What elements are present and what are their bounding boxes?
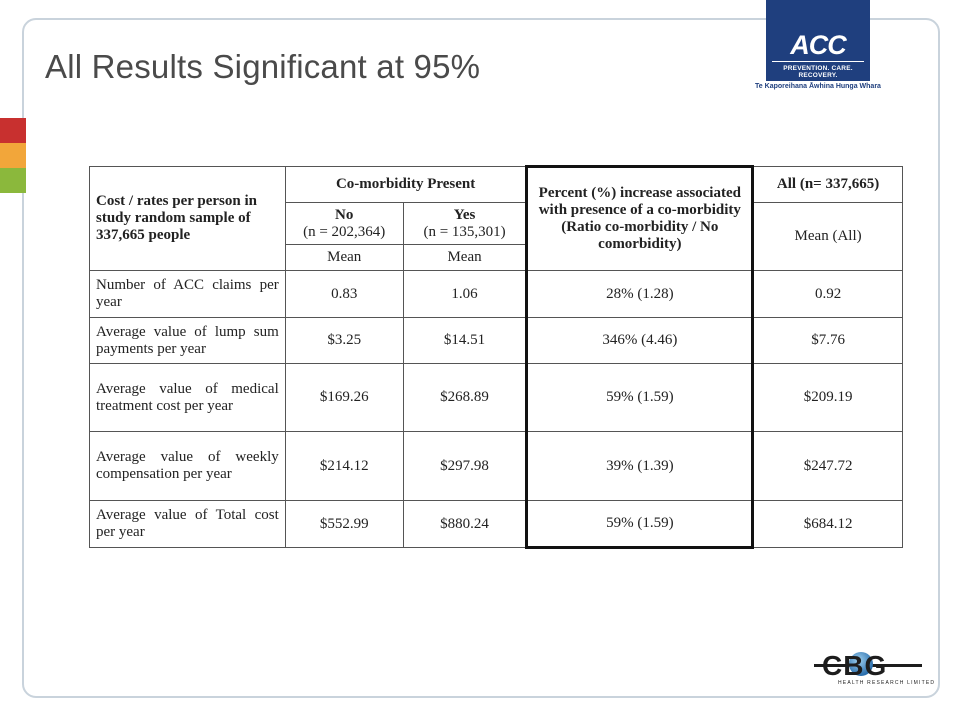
cbg-logo: CBG HEALTH RESEARCH LIMITED (812, 650, 934, 690)
accent-bar-red (0, 118, 26, 143)
yes-count: (n = 135,301) (423, 223, 506, 240)
row-header-cell: Cost / rates per person in study random … (89, 166, 286, 271)
mean-all-cell: Mean (All) (752, 202, 903, 271)
value-yes: $268.89 (402, 363, 528, 432)
no-count: (n = 202,364) (303, 223, 386, 240)
percent-header-cell: Percent (%) increase associated with pre… (525, 165, 755, 271)
value-all: $7.76 (752, 317, 903, 364)
row-label: Average value of medical treatment cost … (89, 363, 286, 432)
row-label: Average value of Total cost per year (89, 500, 286, 548)
row-label: Average value of lump sum payments per y… (89, 317, 286, 364)
value-yes: $297.98 (402, 431, 528, 501)
slide-frame (22, 18, 940, 698)
table-row: Average value of Total cost per year $55… (89, 500, 903, 549)
results-table: Cost / rates per person in study random … (89, 165, 903, 549)
accent-bar-green (0, 168, 26, 193)
accent-bar-orange (0, 143, 26, 168)
value-percent: 346% (4.46) (525, 317, 755, 364)
value-percent: 28% (1.28) (525, 270, 755, 318)
value-no: $214.12 (284, 431, 404, 501)
all-header-cell: All (n= 337,665) (752, 166, 903, 203)
acc-logo-strapline: PREVENTION. CARE. RECOVERY. (783, 65, 853, 79)
value-percent: 39% (1.39) (525, 431, 755, 501)
value-all: 0.92 (752, 270, 903, 318)
cbg-logo-tagline: HEALTH RESEARCH LIMITED (838, 680, 936, 686)
value-all: $209.19 (752, 363, 903, 432)
acc-logo-rule (772, 61, 864, 62)
value-no: $552.99 (284, 500, 404, 548)
yes-header-cell: Yes (n = 135,301) (402, 202, 528, 245)
acc-logo-mark: ACC (790, 30, 847, 60)
value-yes: 1.06 (402, 270, 528, 318)
acc-logo: ACC PREVENTION. CARE. RECOVERY. (766, 0, 870, 81)
no-label: No (335, 206, 354, 223)
group-header-cell: Co-morbidity Present (284, 166, 528, 203)
no-mean-cell: Mean (284, 244, 404, 271)
yes-label: Yes (453, 206, 476, 223)
value-yes: $14.51 (402, 317, 528, 364)
table-row: Average value of medical treatment cost … (89, 363, 903, 432)
value-percent: 59% (1.59) (525, 363, 755, 432)
value-all: $247.72 (752, 431, 903, 501)
value-no: $169.26 (284, 363, 404, 432)
row-label: Number of ACC claims per year (89, 270, 286, 318)
value-no: 0.83 (284, 270, 404, 318)
cbg-logo-letters: CBG (822, 650, 888, 681)
table-row: Number of ACC claims per year 0.83 1.06 … (89, 270, 903, 318)
table-row: Average value of lump sum payments per y… (89, 317, 903, 364)
table-row: Average value of weekly compensation per… (89, 431, 903, 501)
value-all: $684.12 (752, 500, 903, 548)
slide-title: All Results Significant at 95% (45, 48, 481, 85)
acc-logo-subtitle: Te Kaporeihana Āwhina Hunga Whara (755, 83, 881, 90)
value-percent: 59% (1.59) (525, 500, 755, 549)
row-label: Average value of weekly compensation per… (89, 431, 286, 501)
value-yes: $880.24 (402, 500, 528, 548)
globe-icon (849, 652, 873, 676)
no-header-cell: No (n = 202,364) (284, 202, 404, 245)
yes-mean-cell: Mean (402, 244, 528, 271)
value-no: $3.25 (284, 317, 404, 364)
